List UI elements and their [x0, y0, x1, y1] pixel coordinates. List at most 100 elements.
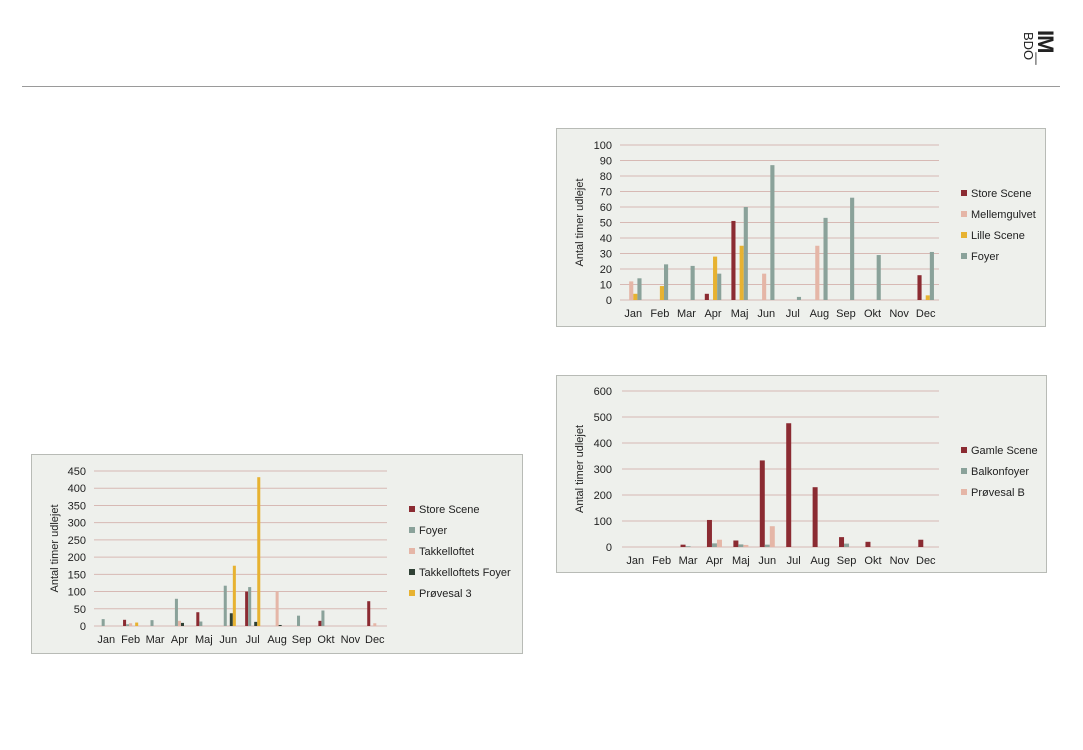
bar [850, 197, 855, 300]
legend-label: Prøvesal 3 [419, 588, 472, 600]
bar [637, 278, 642, 300]
legend-swatch [961, 447, 967, 453]
bar [196, 612, 200, 626]
bar [367, 601, 371, 626]
bar [770, 165, 775, 300]
x-tick-label: Apr [171, 634, 188, 646]
legend-label: Store Scene [971, 188, 1032, 200]
bar [232, 565, 236, 626]
bar [865, 541, 871, 547]
x-tick-label: Nov [889, 308, 909, 320]
y-tick-label: 300 [68, 518, 86, 530]
bar [716, 539, 722, 547]
x-tick-label: Sep [836, 308, 856, 320]
bar [278, 624, 282, 626]
y-tick-label: 50 [74, 604, 86, 616]
legend-swatch [409, 506, 415, 512]
bar [711, 543, 717, 547]
y-tick-label: 200 [594, 490, 612, 502]
x-tick-label: Jan [624, 308, 642, 320]
bar [876, 255, 881, 300]
x-tick-label: Dec [916, 555, 936, 567]
bar [373, 623, 377, 626]
bar [150, 620, 154, 626]
y-axis-label: Antal timer udlejet [574, 178, 586, 266]
y-tick-label: 90 [600, 156, 612, 168]
legend-swatch [409, 527, 415, 533]
x-tick-label: Apr [704, 308, 721, 320]
legend-label: Lille Scene [971, 230, 1025, 242]
legend-label: Foyer [419, 525, 447, 537]
bar [633, 293, 638, 300]
bar [918, 539, 924, 547]
bar [717, 273, 722, 300]
x-tick-label: Feb [121, 634, 140, 646]
x-tick-label: Dec [916, 308, 936, 320]
x-tick-label: Mar [146, 634, 165, 646]
bar [713, 256, 718, 300]
legend-swatch [961, 211, 967, 217]
bar [925, 295, 930, 300]
legend-swatch [409, 548, 415, 554]
legend-swatch [961, 489, 967, 495]
x-tick-label: Jun [758, 555, 776, 567]
y-tick-label: 50 [600, 218, 612, 230]
legend-label: Foyer [971, 251, 999, 263]
x-tick-label: Aug [810, 308, 830, 320]
x-tick-label: Apr [706, 555, 723, 567]
bar [174, 598, 178, 626]
x-tick-label: Dec [365, 634, 385, 646]
bar [135, 622, 139, 626]
x-tick-label: Sep [837, 555, 857, 567]
y-tick-label: 250 [68, 535, 86, 547]
bar [659, 286, 664, 300]
y-tick-label: 40 [600, 233, 612, 245]
y-tick-label: 0 [606, 295, 612, 307]
bar [685, 546, 691, 547]
bar [769, 526, 775, 547]
x-tick-label: Mar [679, 555, 698, 567]
legend-label: Takkelloftets Foyer [419, 567, 511, 579]
x-tick-label: Nov [341, 634, 361, 646]
legend-swatch [961, 190, 967, 196]
x-tick-label: Nov [890, 555, 910, 567]
bar [706, 519, 712, 547]
y-tick-label: 10 [600, 280, 612, 292]
bar [796, 296, 802, 300]
logo-sub-text: BDO [1021, 32, 1036, 61]
legend-label: Balkonfoyer [971, 466, 1029, 478]
chart-panel-top: 0 10 20 30 40 50 60 70 80 90 100 Antal timer udleje… [556, 128, 1046, 327]
bar [917, 275, 922, 300]
bar [823, 217, 828, 300]
bar [229, 613, 233, 626]
chart-middle-svg: 0 100 200 300 400 500 600 Antal timer udlejet Ja… [574, 386, 1038, 567]
bar [786, 423, 792, 547]
x-tick-label: Jul [787, 555, 801, 567]
bar [257, 477, 261, 626]
bar [743, 207, 748, 300]
y-tick-label: 70 [600, 187, 612, 199]
x-tick-label: Maj [195, 634, 213, 646]
bar [680, 544, 686, 547]
bar [733, 540, 739, 547]
y-tick-label: 80 [600, 171, 612, 183]
y-tick-label: 0 [606, 542, 612, 554]
bar [177, 620, 181, 626]
x-tick-label: Feb [652, 555, 671, 567]
y-tick-label: 300 [594, 464, 612, 476]
x-tick-label: Okt [864, 555, 881, 567]
x-tick-label: Sep [292, 634, 312, 646]
bar [738, 544, 744, 547]
y-tick-label: 100 [594, 516, 612, 528]
bar [759, 460, 765, 547]
y-tick-label: 150 [68, 569, 86, 581]
x-tick-label: Jan [97, 634, 115, 646]
y-tick-label: 450 [68, 466, 86, 478]
y-tick-label: 30 [600, 249, 612, 261]
x-tick-label: Okt [864, 308, 881, 320]
x-tick-label: Jun [219, 634, 237, 646]
bar [318, 620, 322, 626]
x-tick-label: Jun [757, 308, 775, 320]
x-tick-label: Jul [786, 308, 800, 320]
bar [812, 487, 818, 547]
